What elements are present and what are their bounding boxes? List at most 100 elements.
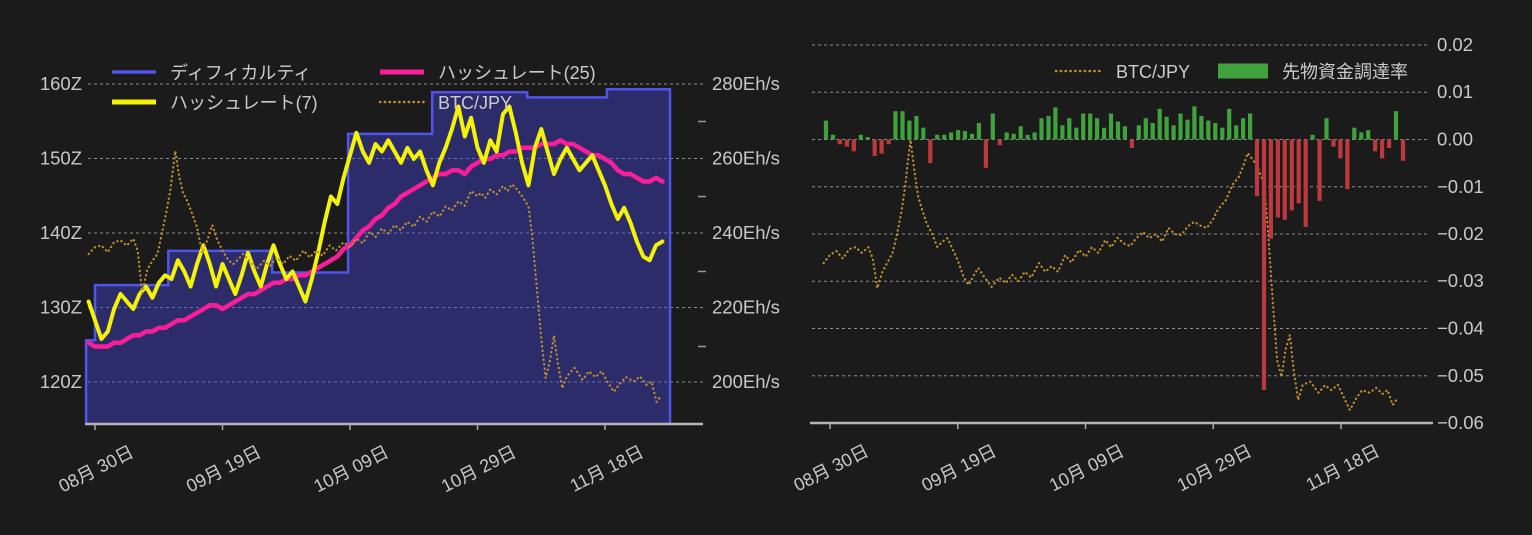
- legend-label: ハッシュレート(25): [438, 63, 596, 83]
- funding-rate-bar: [1261, 139, 1267, 390]
- funding-rate-bar: [1359, 132, 1364, 140]
- funding-rate-bar: [879, 139, 884, 154]
- series-difficulty-area: [86, 89, 671, 424]
- funding-rate-bar: [1115, 121, 1121, 140]
- legend-item-funding-rate[interactable]: 先物資金調達率: [1218, 62, 1408, 82]
- funding-rate-bar: [830, 134, 836, 140]
- left-chart-x-axis: 08月 30日 09月 19日 10月 09日 10月 29日 11月 18日: [56, 442, 647, 497]
- legend-label: ハッシュレート(7): [170, 93, 318, 113]
- funding-rate-bar: [907, 120, 912, 140]
- legend-item-hashrate7[interactable]: ハッシュレート(7): [112, 93, 318, 113]
- funding-rate-bar: [1248, 113, 1253, 140]
- funding-rate-bar: [1074, 127, 1079, 140]
- left-chart-y-axis-left: 160Z 150Z 140Z 130Z 120Z: [40, 73, 82, 392]
- funding-rate-bar: [886, 139, 891, 145]
- funding-rate-bar: [1345, 139, 1350, 190]
- funding-rate-bar: [1192, 106, 1197, 140]
- funding-rate-bar: [1122, 126, 1127, 140]
- funding-rate-bar: [844, 139, 849, 147]
- funding-rate-bar: [1338, 139, 1343, 159]
- legend-item-btcjpy-right[interactable]: BTC/JPY: [1054, 62, 1190, 82]
- legend-item-difficulty[interactable]: ディフィカルティ: [112, 63, 311, 83]
- x-tick-label: 08月 30日: [56, 442, 137, 497]
- funding-rate-bar: [1234, 125, 1239, 140]
- funding-rate-bar: [1018, 126, 1023, 140]
- y-tick-label: 280Eh/s: [712, 73, 780, 94]
- funding-rate-bar: [1136, 125, 1141, 140]
- y-tick-label: 150Z: [40, 148, 82, 169]
- funding-rate-bar: [1387, 139, 1392, 148]
- y-tick-label: 160Z: [40, 73, 82, 94]
- legend-item-btcjpy-left[interactable]: BTC/JPY: [378, 93, 512, 113]
- y-tick-label: −0.02: [1437, 223, 1484, 244]
- funding-rate-bar: [900, 111, 905, 140]
- funding-rate-bar: [858, 134, 863, 140]
- funding-rate-bar: [1400, 139, 1406, 161]
- funding-rate-bar: [823, 120, 829, 140]
- funding-rate-bar: [1275, 139, 1280, 218]
- y-tick-label: 220Eh/s: [712, 297, 780, 318]
- funding-rate-bar: [1373, 139, 1378, 152]
- funding-rate-bar: [872, 139, 877, 156]
- funding-rate-bar: [1282, 139, 1287, 220]
- funding-rate-bar: [914, 115, 919, 140]
- funding-rate-bar: [1129, 139, 1134, 148]
- funding-rate-bar: [1268, 139, 1273, 239]
- funding-rate-bar: [990, 113, 995, 140]
- funding-rate-bar: [1157, 108, 1162, 140]
- funding-rate-bar: [1185, 119, 1190, 140]
- series-btcjpy-dotted-line: [822, 138, 1399, 412]
- funding-rate-bar: [942, 134, 947, 140]
- y-tick-label: 260Eh/s: [712, 148, 780, 169]
- funding-rate-bar: [1004, 132, 1009, 140]
- funding-rate-bar: [935, 134, 940, 140]
- funding-rate-bar: [1352, 127, 1357, 140]
- funding-rate-bar: [865, 137, 870, 140]
- funding-rate-bar: [1088, 113, 1093, 140]
- y-tick-label: 0.01: [1437, 81, 1473, 102]
- funding-rate-bar: [1011, 133, 1016, 140]
- funding-rate-bar: [1150, 123, 1155, 140]
- funding-rate-bar: [1025, 134, 1030, 140]
- funding-rate-bar: [1143, 118, 1148, 140]
- funding-rate-bar: [1254, 139, 1260, 197]
- funding-rate-bar: [1380, 139, 1385, 159]
- funding-rate-bar: [1366, 130, 1371, 140]
- y-tick-label: −0.06: [1437, 412, 1484, 433]
- x-tick-label: 10月 29日: [438, 442, 519, 497]
- y-tick-label: 130Z: [40, 297, 82, 318]
- series-hashrate25-line: [86, 138, 665, 349]
- left-chart-legend: ディフィカルティ ハッシュレート(25) ハッシュレート(7) BTC/JPY: [112, 63, 596, 113]
- legend-label: ディフィカルティ: [170, 63, 311, 83]
- series-difficulty-line: [84, 87, 672, 424]
- funding-rate-bar: [983, 139, 988, 168]
- funding-rate-bar: [1296, 139, 1301, 204]
- y-tick-label: 0.00: [1437, 129, 1473, 150]
- y-tick-label: 200Eh/s: [712, 371, 780, 392]
- funding-rate-bar: [969, 133, 975, 140]
- funding-rate-bar: [1220, 127, 1225, 140]
- funding-rate-bar: [1241, 118, 1246, 140]
- x-tick-label: 09月 19日: [183, 442, 264, 497]
- left-chart-y-axis-right: 280Eh/s 260Eh/s 240Eh/s 220Eh/s 200Eh/s: [712, 73, 780, 392]
- right-chart-y-axis-right: 0.02 0.01 0.00 −0.01 −0.02 −0.03 −0.04 −…: [1437, 34, 1484, 433]
- funding-rate-bar: [921, 127, 926, 140]
- funding-rate-bar: [1317, 139, 1322, 201]
- legend-item-hashrate25[interactable]: ハッシュレート(25): [380, 63, 596, 83]
- funding-rate-bar: [1213, 123, 1218, 140]
- legend-label: BTC/JPY: [438, 93, 512, 113]
- funding-rate-swatch-icon: [1218, 63, 1268, 79]
- y-tick-label: 0.02: [1437, 34, 1473, 55]
- y-tick-label: 140Z: [40, 222, 82, 243]
- funding-rate-bar: [837, 139, 842, 145]
- series-hashrate7-line: [86, 104, 665, 341]
- funding-rate-bar: [1053, 107, 1058, 140]
- left-chart-plot-area: [84, 83, 706, 430]
- funding-rate-bar: [962, 131, 968, 140]
- legend-label: BTC/JPY: [1116, 62, 1190, 82]
- y-tick-label: 240Eh/s: [712, 222, 780, 243]
- funding-rate-bar: [1199, 115, 1204, 140]
- funding-rate-bar: [949, 132, 954, 140]
- funding-rate-bar: [1178, 113, 1183, 140]
- x-tick-label: 11月 18日: [567, 442, 647, 496]
